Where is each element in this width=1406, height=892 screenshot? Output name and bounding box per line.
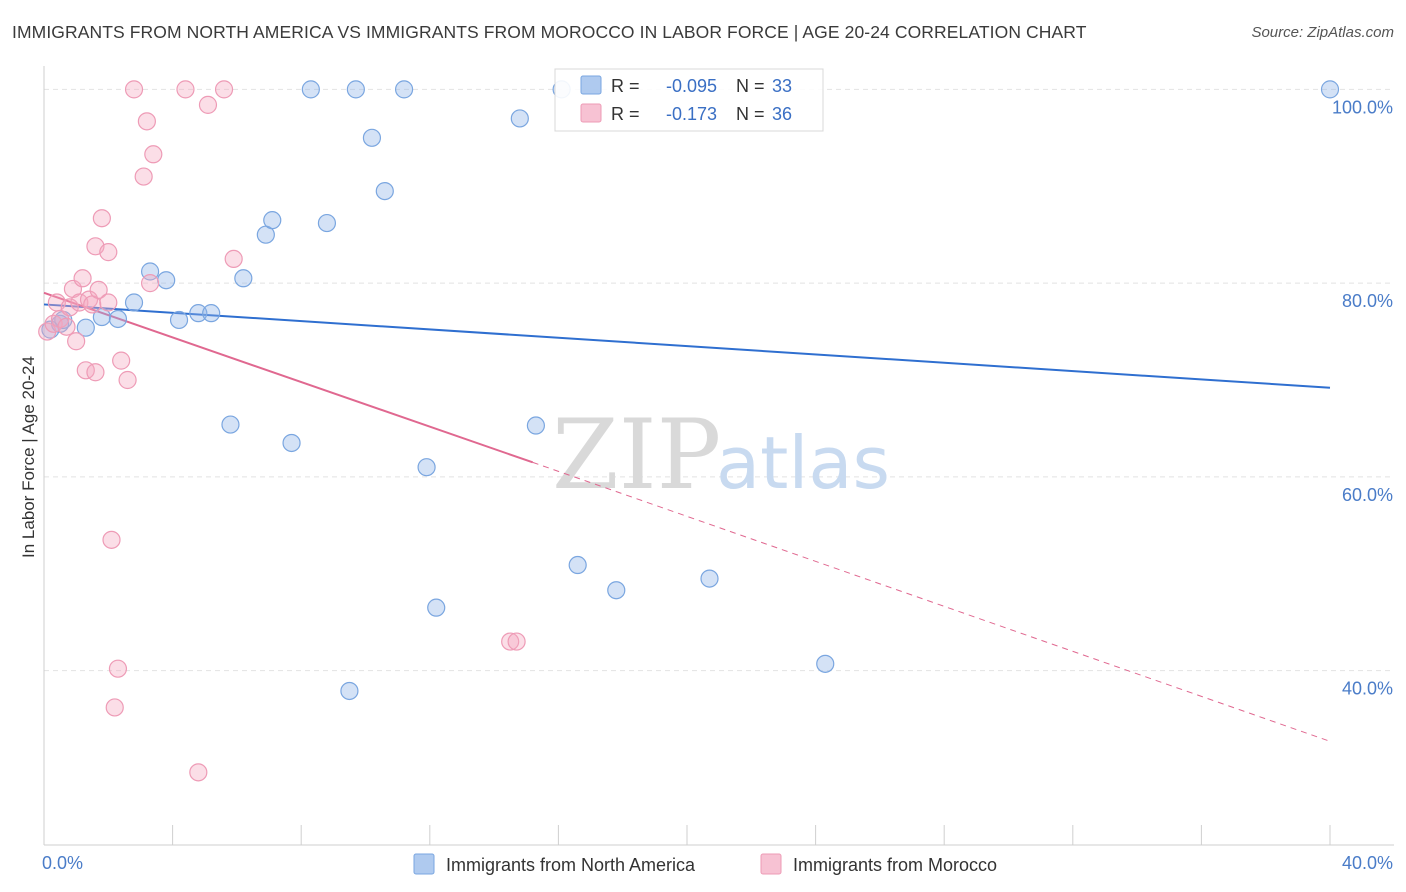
data-point-series-1 xyxy=(140,274,160,293)
stats-n-label: N = xyxy=(736,76,765,96)
stats-n-label: N = xyxy=(736,104,765,124)
data-point-series-1 xyxy=(507,632,526,651)
data-point-series-0 xyxy=(700,569,719,588)
data-point-series-0 xyxy=(362,128,382,147)
data-point-series-1 xyxy=(501,632,520,651)
stats-r-label: R = xyxy=(611,104,640,124)
data-point-series-0 xyxy=(124,293,144,312)
data-point-series-1 xyxy=(124,80,144,99)
data-point-series-0 xyxy=(394,80,414,99)
y-tick-label: 100.0% xyxy=(1332,97,1393,117)
data-point-series-0 xyxy=(607,581,626,600)
stats-box: R = -0.095 N = 33 R = -0.173 N = 36 xyxy=(554,68,824,132)
data-point-series-0 xyxy=(375,181,394,201)
y-tick-label: 40.0% xyxy=(1342,679,1393,699)
y-tick-label: 60.0% xyxy=(1342,485,1393,505)
data-point-series-0 xyxy=(427,598,446,617)
data-point-series-0 xyxy=(317,213,337,233)
data-point-series-1 xyxy=(67,332,86,351)
stats-swatch-0 xyxy=(580,75,602,95)
watermark-atlas: atlas xyxy=(716,421,890,505)
data-point-series-1 xyxy=(102,530,121,549)
data-point-series-1 xyxy=(60,298,79,317)
data-point-series-0 xyxy=(346,80,365,99)
x-tick-label: 0.0% xyxy=(42,853,83,873)
data-point-series-0 xyxy=(202,304,221,323)
data-point-series-1 xyxy=(57,317,76,336)
data-point-series-1 xyxy=(108,659,128,678)
data-point-series-0 xyxy=(189,304,208,323)
data-point-series-1 xyxy=(224,249,243,269)
data-point-series-1 xyxy=(92,209,111,228)
data-point-series-1 xyxy=(99,243,118,262)
data-point-series-0 xyxy=(263,211,282,230)
trend-line-1 xyxy=(43,291,534,464)
data-point-series-0 xyxy=(221,415,240,434)
watermark-zip: ZIP xyxy=(552,399,721,511)
data-point-series-1 xyxy=(73,269,92,288)
axis-layer: 40.0% 60.0% 80.0% 100.0% 0.0% 40.0% xyxy=(42,66,1394,873)
data-point-series-1 xyxy=(79,290,99,309)
data-point-series-1 xyxy=(176,80,195,99)
data-point-series-0 xyxy=(76,318,95,337)
legend: Immigrants from North America Immigrants … xyxy=(413,853,997,875)
stats-n-value: 36 xyxy=(772,104,792,124)
data-point-series-0 xyxy=(282,433,301,453)
watermark: ZIP atlas xyxy=(552,399,890,511)
data-point-series-0 xyxy=(510,109,529,128)
data-point-series-0 xyxy=(340,681,359,701)
stats-r-label: R = xyxy=(611,76,640,96)
stats-r-value: -0.173 xyxy=(666,104,717,124)
data-point-series-1 xyxy=(112,351,131,370)
data-point-series-0 xyxy=(234,269,253,288)
data-point-series-1 xyxy=(105,698,124,717)
data-point-series-0 xyxy=(1320,80,1340,99)
x-tick-label: 40.0% xyxy=(1342,853,1393,873)
y-axis-title: In Labor Force | Age 20-24 xyxy=(19,356,38,558)
data-point-series-1 xyxy=(214,80,234,99)
data-point-series-1 xyxy=(189,763,208,782)
stats-n-value: 33 xyxy=(772,76,792,96)
points-layer xyxy=(38,80,1340,782)
data-point-series-0 xyxy=(301,80,320,99)
data-point-series-0 xyxy=(417,458,436,477)
chart-source: Source: ZipAtlas.com xyxy=(1251,24,1394,41)
legend-swatch-0 xyxy=(413,853,435,875)
data-point-series-0 xyxy=(157,271,176,290)
stats-swatch-1 xyxy=(580,103,602,123)
data-point-series-1 xyxy=(198,95,218,114)
chart-title: IMMIGRANTS FROM NORTH AMERICA VS IMMIGRA… xyxy=(12,22,1087,42)
trend-layer xyxy=(43,291,1331,742)
trend-line-0 xyxy=(43,303,1331,389)
legend-label-1: Immigrants from Morocco xyxy=(793,855,997,875)
data-point-series-1 xyxy=(86,363,105,382)
data-point-series-0 xyxy=(108,309,128,329)
data-point-series-0 xyxy=(816,654,835,673)
data-point-series-0 xyxy=(169,310,189,330)
data-point-series-1 xyxy=(118,370,137,390)
grid-layer xyxy=(44,88,1394,672)
data-point-series-1 xyxy=(89,280,108,300)
data-point-series-1 xyxy=(99,293,118,312)
legend-swatch-1 xyxy=(760,853,782,875)
data-point-series-1 xyxy=(134,167,153,186)
y-tick-label: 80.0% xyxy=(1342,291,1393,311)
legend-label-0: Immigrants from North America xyxy=(446,855,696,875)
data-point-series-1 xyxy=(137,112,156,131)
data-point-series-1 xyxy=(144,145,163,164)
trend-line-extension-1 xyxy=(532,461,1331,742)
stats-r-value: -0.095 xyxy=(666,76,717,96)
data-point-series-0 xyxy=(526,416,545,435)
data-point-series-0 xyxy=(568,555,587,575)
